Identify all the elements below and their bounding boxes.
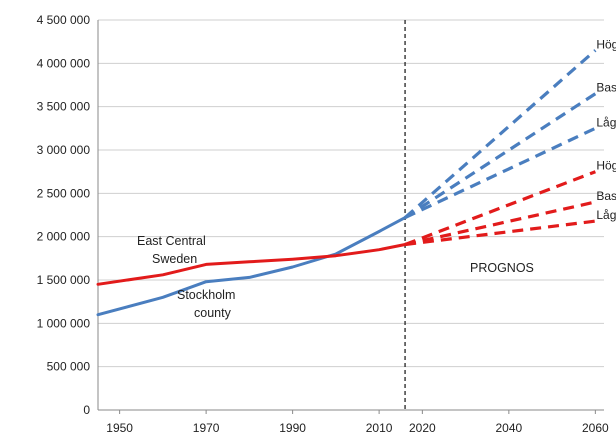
- x-tick-label: 2060: [582, 421, 609, 435]
- grid-layer: [98, 19, 604, 368]
- forecast-label-east-central-lag: Låg: [596, 208, 616, 222]
- x-tick-label: 2020: [409, 421, 436, 435]
- forecast-label-stockholm-hog: Hög: [596, 37, 616, 51]
- y-tick-label: 0: [83, 403, 90, 417]
- forecast-label-stockholm-lag: Låg: [596, 115, 616, 129]
- annotation-east-central-line2: Sweden: [152, 252, 197, 266]
- y-tick-label: 2 500 000: [37, 186, 91, 200]
- forecast-line-east-central-lag: [404, 219, 596, 247]
- x-tick-label: 1950: [106, 421, 133, 435]
- annotation-stockholm-line2: county: [194, 306, 232, 320]
- annotation-prognos: PROGNOS: [470, 261, 534, 275]
- y-tick-label: 3 500 000: [37, 100, 91, 114]
- forecast-line-stockholm-bas: [404, 92, 597, 219]
- x-tick-label: 1990: [279, 421, 306, 435]
- series-line-east_central: [96, 243, 407, 286]
- y-tick-label: 3 000 000: [37, 143, 91, 157]
- series-line-stockholm: [96, 216, 407, 317]
- annotation-stockholm-line1: Stockholm: [177, 288, 235, 302]
- forecast-line-stockholm-hog: [404, 49, 597, 219]
- y-tick-label: 1 500 000: [37, 273, 91, 287]
- x-tick-label: 1970: [193, 421, 220, 435]
- y-tick-label: 500 000: [47, 360, 91, 374]
- label-layer: East Central Sweden Stockholm county PRO…: [137, 37, 616, 320]
- y-tick-label: 1 000 000: [37, 316, 91, 330]
- axis-layer: 0 500 000 1 000 000 1 500 000 2 000 000 2 500…: [37, 13, 609, 435]
- x-tick-label: 2040: [496, 421, 523, 435]
- forecast-line-east-central-bas: [404, 200, 596, 247]
- x-tick-label: 2010: [366, 421, 393, 435]
- forecast-line-stockholm-lag: [404, 126, 597, 220]
- series-layer: [96, 49, 597, 317]
- forecast-label-east-central-hog: Hög: [596, 159, 616, 173]
- y-tick-label: 4 000 000: [37, 56, 91, 70]
- annotation-east-central-line1: East Central: [137, 234, 206, 248]
- forecast-label-east-central-bas: Bas: [596, 189, 616, 203]
- y-tick-label: 2 000 000: [37, 230, 91, 244]
- forecast-label-stockholm-bas: Bas: [596, 81, 616, 95]
- y-tick-label: 4 500 000: [37, 13, 91, 27]
- forecast-line-east-central-hog: [404, 170, 596, 246]
